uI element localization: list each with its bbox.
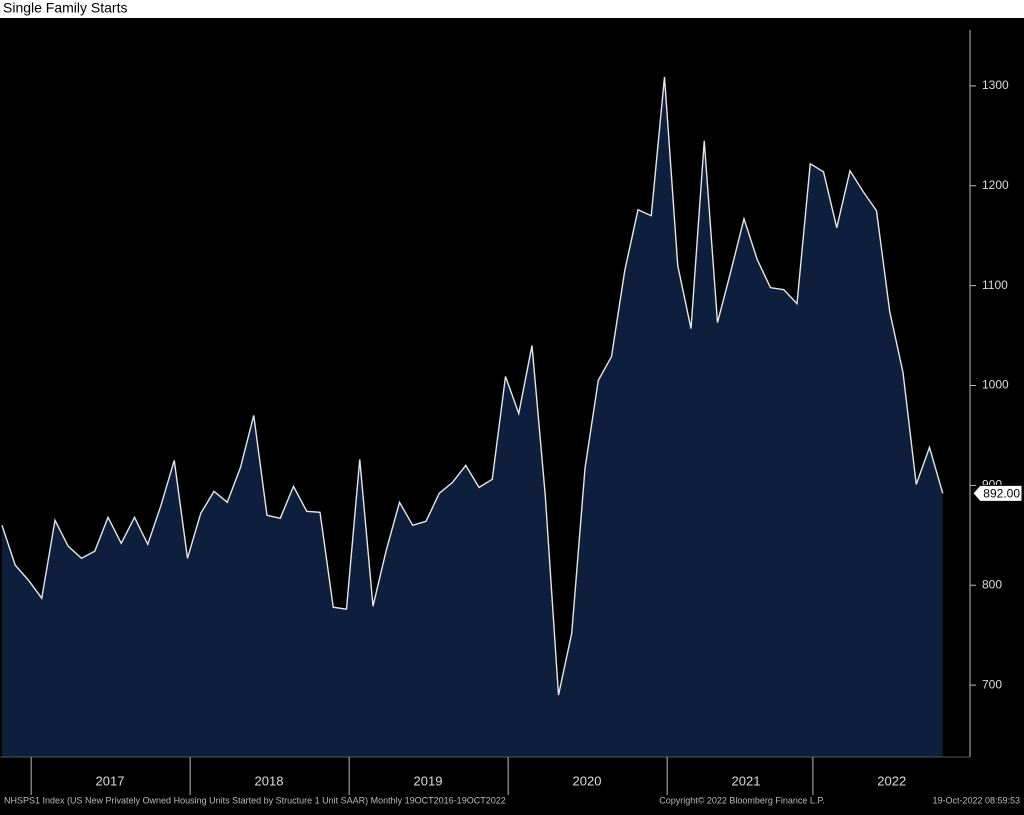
value-label-box [972,484,1023,502]
y-tick-label: 1000 [982,378,1009,392]
y-tick-label: 700 [982,677,1002,691]
x-tick-label: 2020 [573,773,602,788]
x-tick-label: 2017 [96,773,125,788]
x-tick-label: 2021 [732,773,761,788]
footer-source: NHSPS1 Index (US New Privately Owned Hou… [4,795,506,805]
x-tick-label: 2022 [877,773,906,788]
x-tick-label: 2019 [414,773,443,788]
y-tick-label: 1300 [982,78,1009,92]
y-tick-label: 800 [982,577,1002,591]
y-tick-label: 1200 [982,178,1009,192]
value-label: 892.00 [983,487,1020,501]
title-bar [0,0,1024,18]
footer-timestamp: 19-Oct-2022 08:59:53 [932,795,1020,805]
y-tick-label: 1100 [982,278,1008,292]
x-tick-label: 2018 [255,773,284,788]
chart-title: Single Family Starts [3,0,127,16]
area [2,76,943,758]
footer-copyright: Copyright© 2022 Bloomberg Finance L.P. [659,795,825,805]
line [1,76,944,696]
